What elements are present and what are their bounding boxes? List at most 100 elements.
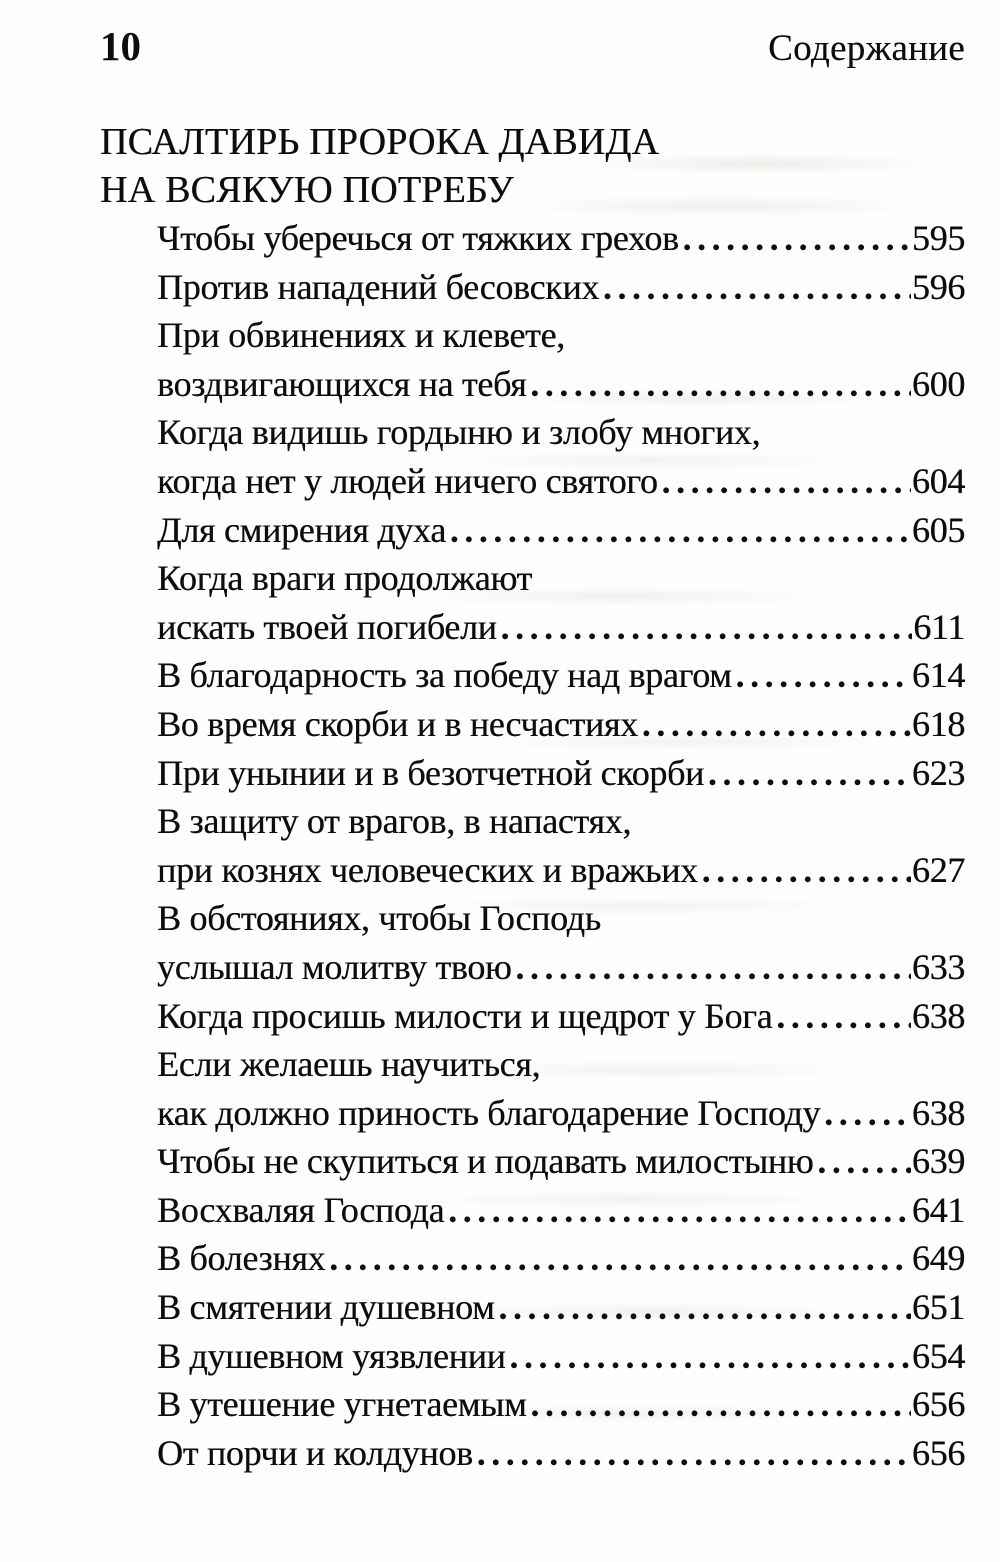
- toc-entry-line: В болезнях 649: [157, 1234, 965, 1283]
- toc-entry-line: В обстояниях, чтобы Господь: [157, 894, 965, 943]
- toc-entry-text: В защиту от врагов, в напастях,: [157, 801, 632, 842]
- dot-leader: [499, 1283, 911, 1332]
- toc-entry-text: В утешение угнетаемым: [157, 1384, 527, 1425]
- toc-page-number: 651: [911, 1287, 965, 1328]
- toc-page-number: 639: [911, 1141, 965, 1182]
- running-title: Содержание: [768, 28, 965, 69]
- toc-page-number: 656: [911, 1384, 965, 1425]
- dot-leader: [824, 1089, 911, 1138]
- toc-entry-line: Когда видишь гордыню и злобу многих,: [157, 408, 965, 457]
- toc-page-number: 654: [911, 1335, 965, 1376]
- toc-page-number: 641: [911, 1189, 965, 1230]
- dot-leader: [683, 214, 911, 263]
- toc-entry-line: В благодарность за победу над врагом 614: [157, 651, 965, 700]
- toc-entry-text: Против нападений бесовских: [157, 266, 600, 307]
- toc-page-number: 618: [911, 703, 965, 744]
- toc-entry-text: Когда видишь гордыню и злобу многих,: [157, 412, 761, 453]
- toc-page-number: 638: [911, 1092, 965, 1133]
- toc-entry-text: Когда враги продолжают: [157, 558, 532, 599]
- running-head: 10 Содержание: [100, 23, 965, 69]
- toc-page-number: 600: [911, 363, 965, 404]
- toc-entry-line: Во время скорби и в несчастиях 618: [157, 700, 965, 749]
- toc-entry-line: При унынии и в безотчетной скорби 623: [157, 749, 965, 798]
- toc-page-number: 604: [911, 460, 965, 501]
- toc-entry-text: услышал молитву твою: [157, 946, 512, 987]
- toc-entry-text: искать твоей погибели: [157, 606, 497, 647]
- toc-entry-text: Если желаешь научиться,: [157, 1044, 541, 1085]
- toc-entry-text: Чтобы не скупиться и подавать милостыню: [157, 1141, 814, 1182]
- toc-page-number: 614: [911, 655, 965, 696]
- dot-leader: [708, 749, 911, 798]
- toc-entry-text: Во время скорби и в несчастиях: [157, 703, 638, 744]
- toc-entry-line: В утешение угнетаемым 656: [157, 1380, 965, 1429]
- toc-entry-text: когда нет у людей ничего святого: [157, 460, 658, 501]
- toc-entry-text: Восхваляя Господа: [157, 1189, 445, 1230]
- toc-entry-text: От порчи и колдунов: [157, 1432, 473, 1473]
- toc-page-number: 656: [911, 1432, 965, 1473]
- toc-entry-line: От порчи и колдунов 656: [157, 1429, 965, 1478]
- toc-entry-line: воздвигающихся на тебя 600: [157, 360, 965, 409]
- dot-leader: [510, 1332, 911, 1381]
- toc-entry-text: В благодарность за победу над врагом: [157, 655, 732, 696]
- toc-page-number: 596: [911, 266, 965, 307]
- page-number: 10: [100, 23, 141, 69]
- dot-leader: [642, 700, 911, 749]
- toc-entry-line: При обвинениях и клевете,: [157, 311, 965, 360]
- section-heading-line-2: НА ВСЯКУЮ ПОТРЕБУ: [100, 169, 514, 211]
- section-heading: ПСАЛТИРЬ ПРОРОКА ДАВИДА НА ВСЯКУЮ ПОТРЕБ…: [100, 118, 659, 214]
- toc-entry-line: Чтобы не скупиться и подавать милостыню 6…: [157, 1137, 965, 1186]
- toc-entry-line: В защиту от врагов, в напастях,: [157, 797, 965, 846]
- toc-entry-line: искать твоей погибели 611: [157, 603, 965, 652]
- toc-entry-line: Когда просишь милости и щедрот у Бога 638: [157, 992, 965, 1041]
- toc-page-number: 638: [911, 995, 965, 1036]
- toc-page-number: 633: [911, 946, 965, 987]
- toc-entry-line: Восхваляя Господа 641: [157, 1186, 965, 1235]
- toc-entry-line: услышал молитву твою 633: [157, 943, 965, 992]
- section-heading-line-1: ПСАЛТИРЬ ПРОРОКА ДАВИДА: [100, 121, 660, 163]
- dot-leader: [501, 603, 913, 652]
- toc-entry-line: когда нет у людей ничего святого 604: [157, 457, 965, 506]
- dot-leader: [477, 1429, 911, 1478]
- toc-entry-text: В обстояниях, чтобы Господь: [157, 898, 601, 939]
- dot-leader: [329, 1234, 911, 1283]
- toc-page-number: 595: [911, 218, 965, 258]
- toc-entry-line: как должно приность благодарение Господу…: [157, 1089, 965, 1138]
- toc-entry-text: В болезнях: [157, 1238, 326, 1279]
- dot-leader: [531, 1380, 911, 1429]
- toc-entry-text: Когда просишь милости и щедрот у Бога: [157, 995, 773, 1036]
- dot-leader: [603, 263, 911, 312]
- dot-leader: [516, 943, 911, 992]
- toc-entry-text: При унынии и в безотчетной скорби: [157, 752, 704, 793]
- toc-page-number: 611: [913, 606, 965, 647]
- toc-entry-line: при кознях человеческих и вражьих 627: [157, 846, 965, 895]
- toc-entry-text: воздвигающихся на тебя: [157, 363, 527, 404]
- toc-page-number: 623: [911, 752, 965, 793]
- toc-entry-text: при кознях человеческих и вражьих: [157, 849, 698, 890]
- toc-entry-line: В душевном уязвлении 654: [157, 1332, 965, 1381]
- dot-leader: [702, 846, 911, 895]
- dot-leader: [736, 651, 911, 700]
- toc-entry-line: Когда враги продолжают: [157, 554, 965, 603]
- toc-entry-text: Для смирения духа: [157, 509, 446, 550]
- dot-leader: [450, 506, 911, 555]
- toc-entry-text: Чтобы уберечься от тяжких грехов: [157, 218, 679, 258]
- dot-leader: [776, 992, 911, 1041]
- toc-entry-line: Против нападений бесовских 596: [157, 263, 965, 312]
- toc-entry-text: как должно приность благодарение Господу: [157, 1092, 821, 1133]
- dot-leader: [448, 1186, 911, 1235]
- toc-entry-line: В смятении душевном 651: [157, 1283, 965, 1332]
- toc-entry-line: Чтобы уберечься от тяжких грехов 595: [157, 214, 965, 263]
- toc-page-number: 627: [911, 849, 965, 890]
- toc-entry-text: В смятении душевном: [157, 1287, 495, 1328]
- toc-entry-line: Для смирения духа 605: [157, 506, 965, 555]
- dot-leader: [817, 1137, 911, 1186]
- toc-entry-text: В душевном уязвлении: [157, 1335, 506, 1376]
- dot-leader: [530, 360, 911, 409]
- toc-list: Чтобы уберечься от тяжких грехов 595 Проти…: [157, 214, 965, 1477]
- toc-entry-line: Если желаешь научиться,: [157, 1040, 965, 1089]
- toc-entry-text: При обвинениях и клевете,: [157, 315, 565, 356]
- dot-leader: [662, 457, 911, 506]
- toc-page-number: 605: [911, 509, 965, 550]
- toc-page-number: 649: [911, 1238, 965, 1279]
